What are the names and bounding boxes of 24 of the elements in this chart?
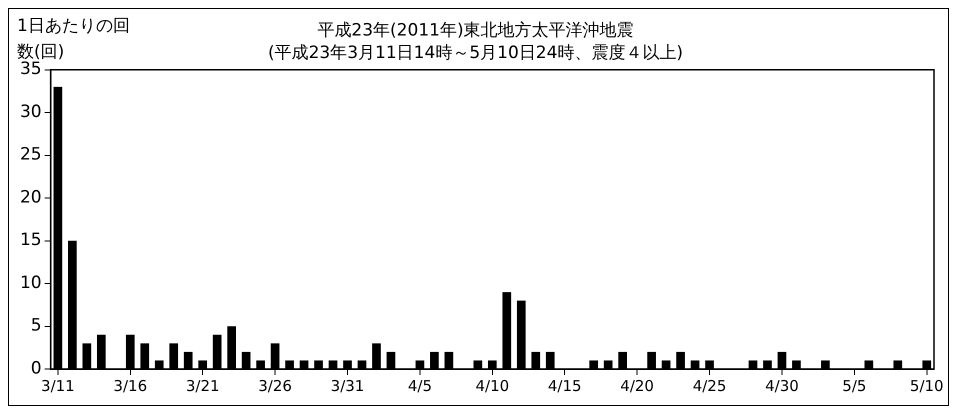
y-tick-label: 20 bbox=[20, 187, 42, 208]
y-tick-label: 15 bbox=[20, 230, 42, 250]
chart-subtitle: (平成23年3月11日14時～5月10日24時、震度４以上) bbox=[268, 43, 684, 64]
x-tick-label: 3/31 bbox=[330, 376, 364, 395]
y-tick-label: 0 bbox=[30, 358, 42, 378]
x-tick-label: 4/20 bbox=[620, 376, 654, 395]
y-tick-label: 10 bbox=[20, 272, 42, 293]
y-tick-label: 30 bbox=[20, 102, 42, 122]
y-tick-label: 35 bbox=[20, 59, 42, 80]
x-tick-label: 4/5 bbox=[408, 376, 432, 395]
x-tick-label: 5/10 bbox=[910, 376, 944, 395]
x-tick-label: 4/25 bbox=[692, 376, 726, 395]
y-axis-title: 1日あたりの回数(回) bbox=[17, 15, 131, 62]
x-tick-label: 4/15 bbox=[548, 376, 582, 395]
x-tick-label: 3/26 bbox=[258, 376, 292, 395]
y-tick-label: 25 bbox=[20, 144, 42, 165]
x-tick-label: 3/21 bbox=[186, 376, 220, 395]
x-tick-label: 4/30 bbox=[765, 376, 799, 395]
x-tick-label: 3/16 bbox=[113, 376, 148, 395]
x-tick-label: 3/11 bbox=[41, 376, 75, 395]
x-tick-label: 5/5 bbox=[842, 376, 866, 395]
x-tick-label: 4/10 bbox=[475, 376, 510, 395]
chart-title: 平成23年(2011年)東北地方太平洋沖地震 bbox=[317, 20, 634, 41]
y-tick-label: 5 bbox=[30, 316, 42, 336]
